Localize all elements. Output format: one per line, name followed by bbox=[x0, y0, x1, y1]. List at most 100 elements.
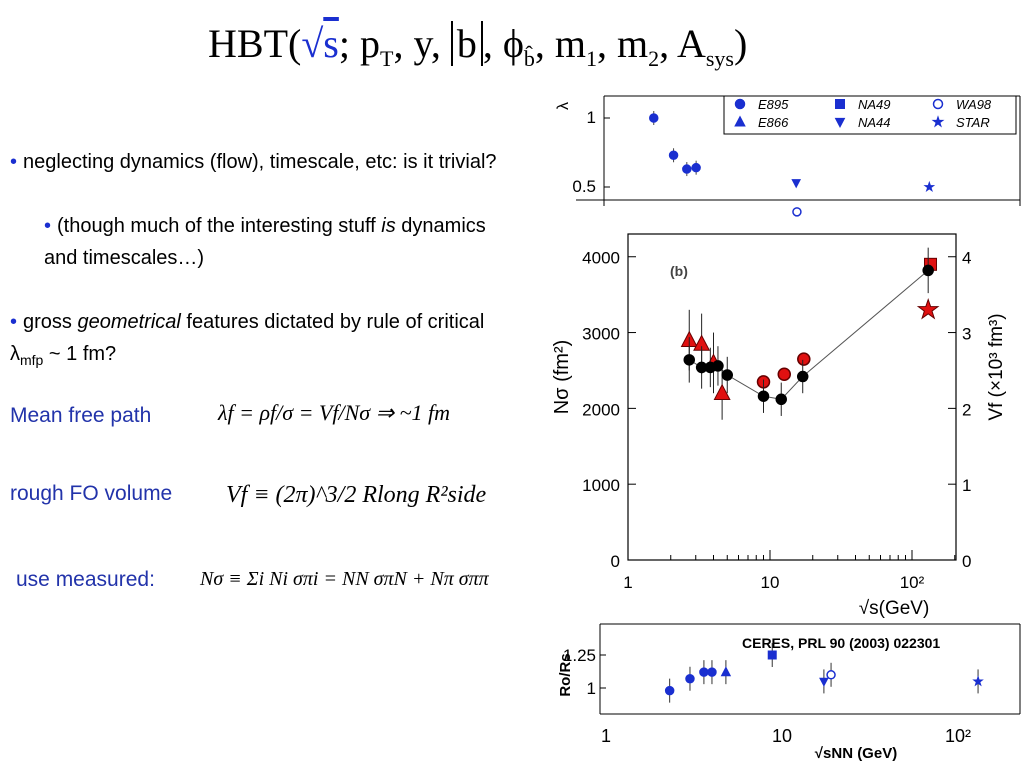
main-y-tick-label: 4000 bbox=[582, 249, 620, 268]
use-measured-label: use measured: bbox=[16, 568, 155, 591]
title-part: , A bbox=[659, 21, 706, 66]
nsigma-point bbox=[721, 369, 734, 381]
lambda-y-tick-label: 0.5 bbox=[572, 177, 596, 196]
title-part: , y, bbox=[393, 21, 451, 66]
lambda-point-e895 bbox=[691, 162, 701, 173]
main-x-tick-label: 1 bbox=[623, 573, 632, 592]
legend-label-na44: NA44 bbox=[858, 115, 891, 130]
legend-marker-wa98 bbox=[932, 98, 944, 110]
vf-circle-point bbox=[797, 352, 811, 366]
main-y2-tick-label: 3 bbox=[962, 325, 971, 344]
bullet-dot: • bbox=[10, 311, 18, 333]
main-x-tick-label: 10² bbox=[900, 573, 925, 592]
vf-star-point bbox=[916, 297, 940, 320]
title-b-abs: b bbox=[450, 21, 483, 66]
slide-title: HBT(√s; pT, y, b, ϕb̂, m1, m2, Asys) bbox=[208, 20, 747, 72]
main-y2-tick-label: 2 bbox=[962, 400, 971, 419]
bullet-1a-tail: dynamics and timescales…) bbox=[44, 215, 486, 269]
title-sub: b̂ bbox=[523, 46, 535, 71]
ratio-point-na49 bbox=[767, 650, 777, 660]
bullet-1a: • (though much of the interesting stuff i… bbox=[44, 210, 514, 274]
ratio-y-label: Ro/Rs bbox=[557, 653, 574, 696]
bullet-2-sub: mfp bbox=[20, 352, 44, 368]
legend-label-wa98: WA98 bbox=[956, 97, 992, 112]
main-plot-frame bbox=[627, 233, 957, 561]
ratio-citation: CERES, PRL 90 (2003) 022301 bbox=[742, 635, 940, 651]
lambda-y-tick-label: 1 bbox=[587, 108, 596, 127]
ratio-x-label: √sNN (GeV) bbox=[815, 745, 897, 762]
lambda-point-e895 bbox=[682, 164, 692, 174]
ratio-point-e866 bbox=[720, 666, 732, 677]
main-y2-tick-label: 1 bbox=[962, 476, 971, 495]
bullet-2-mid: features dictated by rule of critical λ bbox=[10, 311, 485, 365]
nsigma-point bbox=[683, 354, 696, 366]
sqrt-sign: √ bbox=[301, 21, 324, 66]
bullet-1: • neglecting dynamics (flow), timescale, … bbox=[10, 146, 520, 178]
equation-measured: Nσ ≡ Σi Ni σπi = NN σπN + Nπ σππ bbox=[200, 568, 489, 590]
legend-label-star: STAR bbox=[956, 115, 990, 130]
main-x-label: √s(GeV) bbox=[859, 598, 930, 619]
title-part: , m bbox=[534, 21, 587, 66]
ratio-point-na44 bbox=[819, 677, 829, 687]
title-sub: 2 bbox=[648, 46, 660, 71]
bullet-1a-emphasis: is bbox=[381, 215, 396, 237]
nsigma-point bbox=[775, 393, 787, 406]
legend-marker-e866 bbox=[734, 115, 746, 127]
vf-circle-point bbox=[777, 367, 792, 382]
lambda-point-wa98 bbox=[792, 207, 802, 217]
ratio-panel: 1.25 1 Ro/Rs CERES, PRL 90 (2003) 022301 1 10… bbox=[557, 623, 1021, 762]
title-prefix: HBT( bbox=[208, 21, 302, 66]
lambda-panel: λ 1 0.5 E895 NA49 WA98 E866 NA44 STAR bbox=[555, 95, 1021, 217]
main-y2-label: Vf (×10³ fm³) bbox=[986, 313, 1007, 420]
lambda-point-e895 bbox=[649, 113, 659, 123]
title-sqrt-s: s bbox=[323, 21, 339, 66]
ratio-y-tick-label: 1.25 bbox=[563, 646, 596, 665]
nsigma-point bbox=[757, 390, 770, 402]
lambda-legend-box bbox=[723, 95, 1017, 135]
bullet-2-tail: ~ 1 fm? bbox=[43, 343, 117, 365]
main-y2-tick-label: 4 bbox=[962, 249, 971, 268]
equation-mean-free-path: λf = ρf/σ = Vf/Nσ ⇒ ~1 fm bbox=[218, 400, 450, 425]
legend-label-na49: NA49 bbox=[858, 97, 891, 112]
lambda-y-label: λ bbox=[555, 102, 572, 110]
lambda-point-star bbox=[923, 180, 936, 192]
fo-volume-label: rough FO volume bbox=[10, 482, 173, 505]
ratio-x-tick-label: 10 bbox=[772, 726, 792, 746]
hbt-chart-figure: λ 1 0.5 E895 NA49 WA98 E866 NA44 STAR 0 1000 2000 3… bbox=[551, 95, 1021, 762]
title-part: , ϕ bbox=[482, 21, 524, 66]
legend-label-e866: E866 bbox=[758, 115, 789, 130]
ratio-point-star bbox=[972, 675, 984, 687]
equation-fo-volume: Vf ≡ (2π)^3/2 Rlong R²side bbox=[226, 482, 487, 508]
bullet-2: • gross geometrical features dictated by … bbox=[10, 306, 520, 376]
title-sub: sys bbox=[705, 46, 734, 71]
lambda-point-e895 bbox=[668, 150, 679, 161]
lambda-point-na44 bbox=[791, 179, 802, 189]
legend-marker-na44 bbox=[834, 117, 846, 129]
mean-free-path-label: Mean free path bbox=[10, 404, 152, 427]
main-y-tick-label: 1000 bbox=[582, 476, 620, 495]
nsigma-point bbox=[922, 264, 934, 277]
bullet-1-text: neglecting dynamics (flow), timescale, e… bbox=[23, 151, 497, 173]
ratio-x-tick-label: 1 bbox=[601, 726, 611, 746]
nsigma-point bbox=[712, 360, 724, 372]
ratio-x-tick-label: 10² bbox=[945, 726, 971, 746]
legend-marker-star bbox=[931, 115, 945, 128]
ratio-point-wa98 bbox=[826, 670, 836, 680]
main-y-tick-label: 3000 bbox=[582, 325, 620, 344]
legend-marker-na49 bbox=[835, 99, 845, 109]
title-sub: T bbox=[379, 46, 394, 71]
legend-marker-e895 bbox=[734, 98, 746, 110]
ratio-point-e895 bbox=[685, 674, 695, 684]
bullet-dot: • bbox=[10, 151, 18, 173]
legend-label-e895: E895 bbox=[758, 97, 789, 112]
main-y-label: Nσ (fm²) bbox=[551, 340, 573, 415]
vf-triangle-point bbox=[713, 383, 731, 401]
title-suffix: ) bbox=[733, 21, 748, 66]
bullet-2-emphasis: geometrical bbox=[77, 311, 181, 333]
title-sub: 1 bbox=[586, 46, 598, 71]
main-x-tick-label: 10 bbox=[761, 573, 780, 592]
ratio-point-e895 bbox=[664, 685, 675, 696]
bullet-dot: • bbox=[44, 215, 52, 237]
main-y2-tick-label: 0 bbox=[962, 552, 971, 571]
